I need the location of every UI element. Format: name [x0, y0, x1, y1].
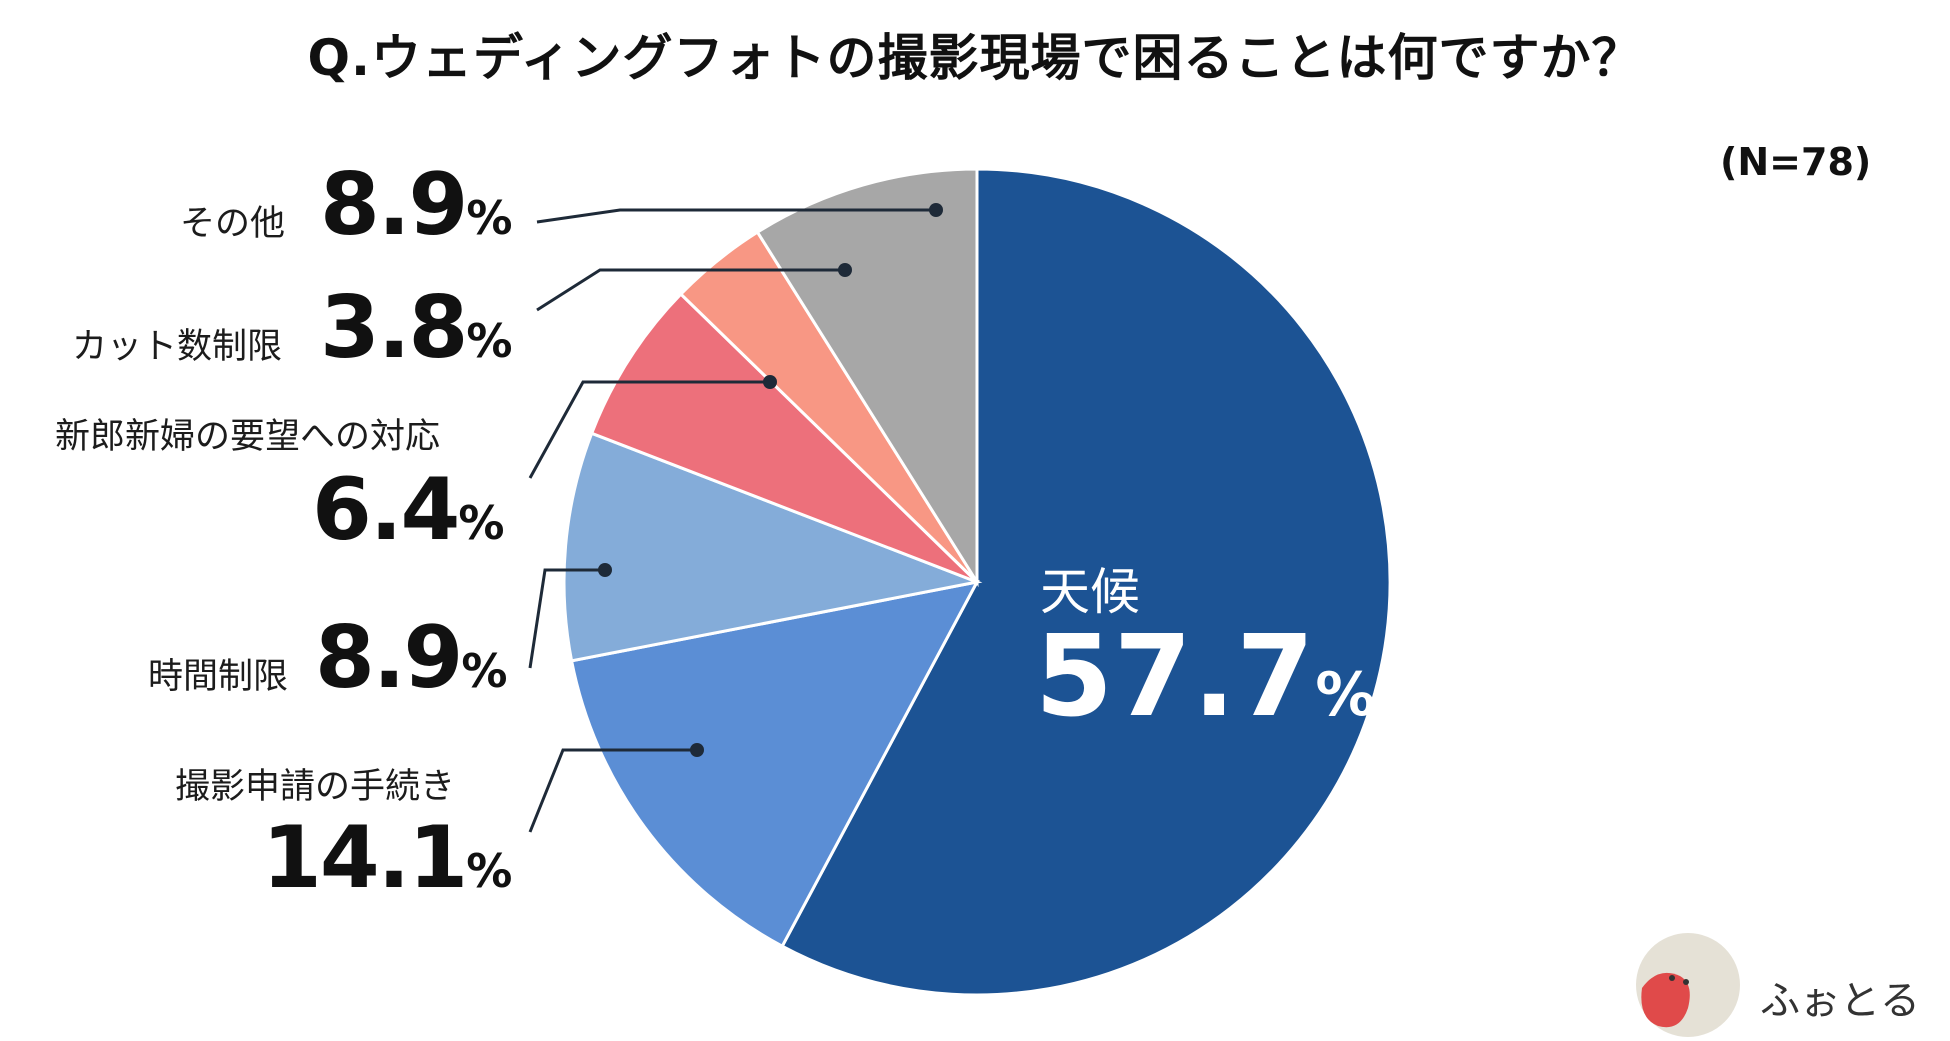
leader-cut	[536, 268, 845, 312]
leader-permit-dot	[690, 743, 704, 757]
slice-label-cut-name: カット数制限	[72, 327, 283, 367]
percent-sign: %	[458, 496, 505, 550]
slice-label-other-name: その他	[180, 204, 286, 244]
leader-request-dot	[763, 375, 777, 389]
slice-label-time-name: 時間制限	[148, 657, 289, 697]
percent-sign: %	[466, 844, 513, 898]
slice-weather	[780, 167, 1392, 997]
slice-label-permit-name: 撮影申請の手続き	[175, 767, 456, 807]
slice-label-weather-value: 57.7%	[1035, 612, 1375, 742]
slice-value-cut: 3.8	[320, 278, 468, 378]
leader-other-dot	[929, 203, 943, 217]
leader-request	[528, 380, 770, 479]
slice-label-other-value: 8.9%	[320, 155, 512, 255]
leader-time	[528, 568, 605, 669]
percent-sign: %	[466, 314, 513, 368]
slice-value-request: 6.4	[312, 460, 460, 560]
percent-sign: %	[461, 644, 508, 698]
slice-label-weather-name: 天候	[1040, 563, 1140, 621]
leader-time-dot	[598, 563, 612, 577]
slice-label-time-value: 8.9%	[315, 608, 507, 708]
slice-label-request-value: 6.4%	[312, 460, 504, 560]
slice-value-permit: 14.1	[262, 808, 468, 908]
chart-title: Q.ウェディングフォトの撮影現場で困ることは何ですか？	[307, 29, 1643, 87]
slice-value-other: 8.9	[320, 155, 468, 255]
slice-label-request-name: 新郎新婦の要望への対応	[55, 417, 441, 457]
slice-request	[589, 292, 979, 584]
percent-sign: %	[1315, 660, 1376, 730]
sample-size-label: (N=78)	[1720, 140, 1872, 184]
logo-mascot-icon	[1636, 933, 1740, 1037]
leader-cut-dot	[838, 263, 852, 277]
slice-other	[755, 167, 979, 588]
slice-value-weather: 57.7	[1035, 612, 1316, 742]
leader-permit	[528, 748, 697, 833]
slice-label-cut-value: 3.8%	[320, 278, 512, 378]
slice-time	[562, 431, 983, 663]
slice-value-time: 8.9	[315, 608, 463, 708]
leader-other	[536, 208, 936, 224]
slice-permit	[569, 579, 980, 949]
logo-text: ふぉとる	[1760, 978, 1920, 1024]
percent-sign: %	[466, 191, 513, 245]
slice-label-permit-value: 14.1%	[262, 808, 512, 908]
